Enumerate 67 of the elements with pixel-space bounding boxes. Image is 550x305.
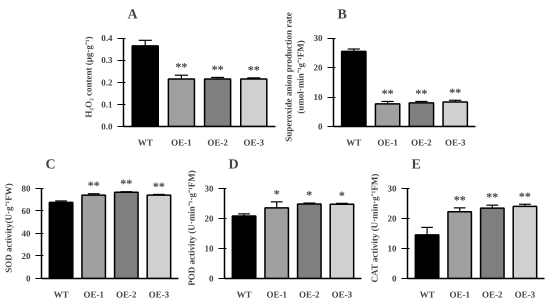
annotation: ** (454, 192, 466, 207)
y-axis-title: Superoxide anion production rate (umol·min⁻¹g⁻¹FM) (284, 12, 306, 142)
annotation: ** (212, 62, 224, 76)
x-tick-label: OE-1 (377, 138, 398, 148)
y-tick-label: 30 (388, 183, 397, 194)
y-axis-title: SOD activity(U·g⁻¹FW) (4, 183, 14, 273)
y-tick-label: 10 (388, 243, 397, 254)
annotation: ** (518, 189, 531, 204)
x-tick-label: WT (420, 290, 435, 300)
annotation: * (306, 188, 312, 202)
annotation: ** (88, 178, 100, 193)
chart-title: C (46, 158, 56, 172)
y-tick-label: 80 (22, 183, 31, 194)
x-tick-label: OE-3 (444, 138, 466, 148)
x-tick-label: OE-2 (116, 290, 138, 300)
y-tick-label: 30 (204, 183, 214, 194)
x-tick-label: WT (138, 138, 153, 148)
annotation: ** (449, 85, 462, 100)
y-tick-label: 0 (209, 274, 214, 284)
annotation: ** (152, 179, 165, 194)
x-tick-label: OE-3 (148, 290, 170, 300)
annotation: ** (248, 62, 260, 77)
y-tick-label: 20 (388, 213, 397, 224)
annotation: * (338, 188, 345, 202)
x-tick-label: OE-2 (411, 138, 432, 148)
y-tick-label: 0.4 (101, 33, 113, 44)
x-tick-label: OE-2 (482, 290, 504, 300)
y-tick-label: 0.3 (101, 55, 113, 66)
x-tick-label: OE-3 (332, 290, 353, 300)
chart-title: A (128, 8, 138, 22)
x-tick-label: OE-1 (171, 138, 192, 148)
x-tick-label: OE-2 (207, 138, 228, 148)
y-tick-label: 10 (204, 243, 214, 254)
y-axis-title: CAT activity (U·min·g⁻¹FM) (370, 174, 380, 283)
y-tick-label: 0 (318, 122, 323, 132)
x-tick-label: OE-2 (299, 290, 320, 300)
annotation: ** (486, 190, 498, 204)
y-tick-label: 0 (26, 274, 31, 284)
y-tick-label: 0 (392, 274, 397, 284)
x-tick-label: WT (236, 290, 252, 300)
y-tick-label: 20 (314, 62, 323, 73)
x-tick-label: OE-1 (83, 290, 104, 300)
annotation: ** (415, 86, 428, 100)
chart-title: D (228, 158, 239, 172)
annotation: ** (382, 86, 394, 100)
y-tick-label: 0.0 (101, 122, 113, 132)
x-tick-label: WT (346, 138, 362, 148)
y-tick-label: 40 (22, 228, 31, 238)
y-tick-label: 60 (22, 206, 31, 216)
y-tick-label: 30 (314, 33, 323, 44)
chart-title: B (338, 8, 347, 22)
y-tick-label: 0.2 (101, 77, 113, 88)
chart-title: E (412, 158, 421, 172)
y-tick-label: 10 (314, 92, 323, 102)
annotation: ** (120, 176, 132, 191)
x-tick-label: OE-1 (266, 290, 288, 300)
y-tick-label: 20 (204, 213, 214, 224)
x-tick-label: OE-3 (244, 138, 265, 148)
x-tick-label: WT (54, 290, 69, 300)
x-tick-label: OE-3 (514, 290, 536, 300)
x-tick-label: OE-1 (449, 290, 470, 300)
annotation: ** (175, 60, 188, 74)
y-axis-title: POD activity (U·min⁻¹·g⁻¹FM) (186, 170, 196, 286)
y-axis-title: H₂O₂ content (μg·g⁻¹) (83, 36, 94, 118)
y-tick-label: 20 (22, 250, 31, 261)
annotation: * (274, 186, 280, 201)
y-tick-label: 0.1 (101, 99, 113, 110)
